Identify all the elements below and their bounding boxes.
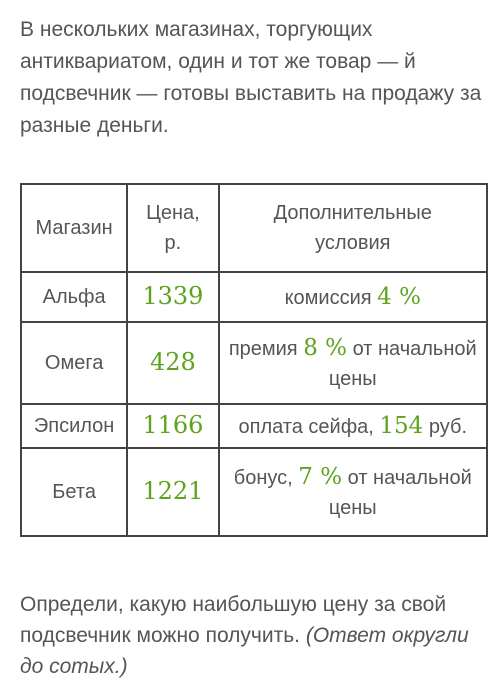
condition-number: 4 %: [377, 283, 421, 310]
table-row: Альфа 1339 комиссия 4 %: [19, 271, 489, 323]
shop-condition: бонус, 7 % от начальной цены: [217, 447, 489, 537]
condition-text: оплата сейфа,: [238, 415, 380, 438]
price-value: 1166: [142, 411, 204, 439]
shop-price: 1166: [126, 403, 220, 449]
header-price-line2: р.: [164, 232, 182, 254]
shops-table: Магазин Цена, р. Дополнительные условия …: [19, 183, 489, 537]
condition-text-tail: руб.: [423, 415, 468, 438]
condition-number: 7 %: [298, 463, 343, 490]
condition-text-tail: от начальной цены: [328, 337, 477, 390]
condition-text: бонус,: [233, 466, 299, 489]
question-hint: (Ответ округли до сотых.): [20, 624, 469, 678]
price-value: 1339: [142, 282, 204, 310]
condition-text-tail: от начальной цены: [328, 466, 472, 519]
shop-condition: комиссия 4 %: [217, 271, 489, 323]
table-row: Эпсилон 1166 оплата сейфа, 154 руб.: [19, 403, 489, 449]
shop-price: 428: [126, 321, 220, 405]
price-value: 1221: [142, 477, 204, 505]
shop-name: Эпсилон: [19, 403, 129, 449]
condition-text: премия: [228, 337, 304, 360]
table-header-row: Магазин Цена, р. Дополнительные условия: [19, 183, 489, 273]
shop-price: 1339: [126, 271, 220, 323]
header-price-line1: Цена,: [146, 202, 200, 224]
shop-name: Бета: [19, 447, 129, 537]
condition-number: 154: [379, 412, 424, 439]
price-value: 428: [149, 348, 196, 376]
condition-text: комиссия: [284, 286, 378, 309]
shop-name: Омега: [19, 321, 129, 405]
question-text: Определи, какую наибольшую цену за свой …: [20, 593, 447, 647]
condition-number: 8 %: [303, 334, 348, 361]
header-cond-line1: Дополнительные: [273, 202, 432, 224]
shop-condition: оплата сейфа, 154 руб.: [217, 403, 489, 449]
shop-price: 1221: [126, 447, 220, 537]
header-cond-line2: условия: [315, 232, 391, 254]
table-row: Бета 1221 бонус, 7 % от начальной цены: [19, 447, 489, 537]
shop-condition: премия 8 % от начальной цены: [217, 321, 489, 405]
header-price: Цена, р.: [126, 183, 220, 273]
header-conditions: Дополнительные условия: [217, 183, 489, 273]
problem-question: Определи, какую наибольшую цену за свой …: [20, 589, 496, 682]
problem-intro: В нескольких магазинах, торгующих антикв…: [20, 18, 482, 137]
header-shop: Магазин: [19, 183, 129, 273]
table-row: Омега 428 премия 8 % от начальной цены: [19, 321, 489, 405]
shop-name: Альфа: [19, 271, 129, 323]
